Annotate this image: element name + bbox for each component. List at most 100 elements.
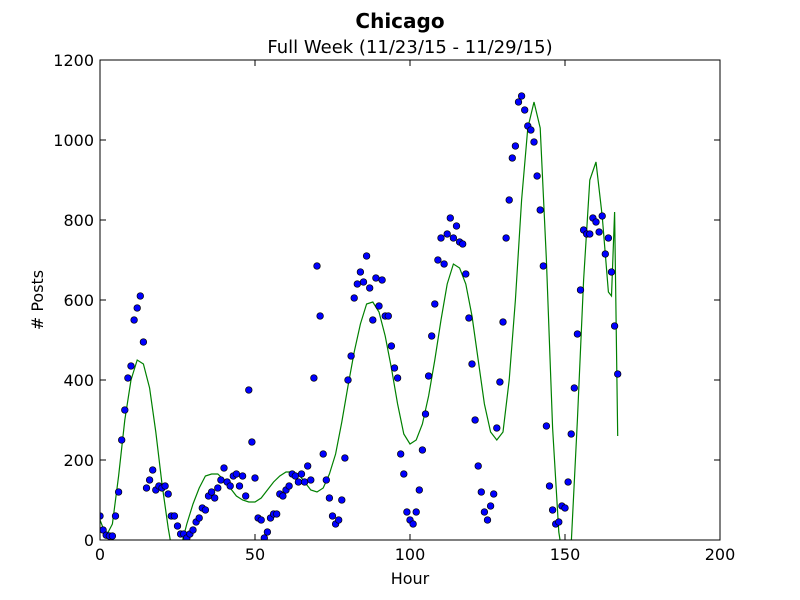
scatter-point bbox=[595, 228, 603, 236]
scatter-point bbox=[285, 482, 293, 490]
scatter-point bbox=[421, 410, 430, 418]
scatter-point bbox=[260, 534, 268, 540]
scatter-point bbox=[393, 374, 402, 382]
scatter-point bbox=[350, 294, 358, 302]
scatter-point bbox=[521, 106, 529, 114]
scatter-point bbox=[226, 482, 234, 490]
scatter-point bbox=[474, 462, 482, 470]
scatter-point bbox=[471, 416, 479, 424]
scatter-point bbox=[530, 138, 538, 146]
y-tick-label: 1200 bbox=[53, 51, 94, 70]
scatter-point bbox=[493, 424, 501, 432]
scatter-point bbox=[477, 488, 485, 496]
scatter-point bbox=[207, 488, 216, 496]
y-tick-label: 200 bbox=[63, 451, 94, 470]
scatter-point bbox=[322, 476, 330, 484]
scatter-point bbox=[304, 462, 312, 470]
scatter-point bbox=[508, 154, 516, 162]
x-tick-label: 50 bbox=[245, 545, 265, 564]
scatter-point bbox=[328, 512, 337, 520]
y-axis-label: # Posts bbox=[28, 270, 47, 330]
x-tick-label: 150 bbox=[550, 545, 581, 564]
scatter-point bbox=[338, 496, 346, 504]
scatter-point bbox=[316, 312, 324, 320]
scatter-point bbox=[452, 222, 461, 230]
scatter-point bbox=[449, 234, 458, 242]
scatter-point bbox=[499, 318, 507, 326]
chart-title: Chicago bbox=[355, 9, 444, 33]
scatter-point bbox=[424, 372, 433, 380]
scatter-point bbox=[161, 482, 169, 490]
scatter-point bbox=[133, 304, 141, 312]
plot-area bbox=[100, 92, 622, 540]
scatter-point bbox=[372, 274, 380, 282]
scatter-point bbox=[418, 446, 427, 454]
scatter-point bbox=[353, 280, 361, 288]
scatter-point bbox=[235, 482, 244, 490]
scatter-point bbox=[211, 494, 219, 502]
x-tick-label: 100 bbox=[395, 545, 426, 564]
scatter-point bbox=[598, 212, 606, 220]
scatter-point bbox=[164, 490, 172, 498]
scatter-point bbox=[403, 508, 411, 516]
scatter-point bbox=[347, 352, 355, 360]
y-tick-label: 0 bbox=[84, 531, 94, 550]
scatter-point bbox=[533, 172, 541, 180]
scatter-point bbox=[428, 332, 436, 340]
scatter-point bbox=[217, 476, 225, 484]
scatter-point bbox=[592, 218, 600, 226]
scatter-point bbox=[142, 484, 151, 492]
scatter-point bbox=[576, 286, 585, 294]
scatter-point bbox=[468, 360, 476, 368]
scatter-point bbox=[130, 316, 138, 324]
scatter-point bbox=[378, 276, 386, 284]
scatter-point bbox=[511, 142, 520, 150]
scatter-point bbox=[359, 278, 368, 286]
scatter-point bbox=[139, 338, 148, 346]
scatter-point bbox=[291, 472, 299, 480]
fit-line bbox=[100, 101, 619, 540]
scatter-point bbox=[542, 422, 551, 430]
scatter-point bbox=[375, 302, 383, 310]
scatter-point bbox=[121, 406, 129, 414]
scatter-points bbox=[100, 92, 622, 540]
scatter-point bbox=[245, 386, 253, 394]
scatter-point bbox=[300, 478, 309, 486]
scatter-point bbox=[384, 312, 392, 320]
scatter-point bbox=[248, 438, 256, 446]
scatter-point bbox=[536, 206, 544, 214]
scatter-point bbox=[263, 528, 272, 536]
scatter-point bbox=[242, 492, 250, 500]
scatter-point bbox=[397, 450, 405, 458]
scatter-point bbox=[586, 230, 594, 238]
scatter-point bbox=[502, 234, 510, 242]
scatter-point bbox=[604, 234, 613, 242]
scatter-point bbox=[545, 482, 554, 490]
scatter-point bbox=[548, 506, 557, 514]
y-axis: 0 200 400 600 800 1000 1200 bbox=[53, 51, 720, 550]
scatter-point bbox=[496, 378, 504, 386]
scatter-point bbox=[434, 256, 442, 264]
scatter-point bbox=[465, 314, 473, 322]
scatter-point bbox=[127, 362, 135, 370]
scatter-point bbox=[279, 492, 287, 500]
x-axis-label: Hour bbox=[391, 569, 430, 588]
scatter-point bbox=[440, 260, 448, 268]
scatter-point bbox=[539, 262, 547, 270]
scatter-point bbox=[310, 374, 318, 382]
scatter-point bbox=[412, 508, 420, 516]
scatter-point bbox=[189, 526, 197, 534]
scatter-point bbox=[437, 234, 445, 242]
scatter-point bbox=[387, 342, 396, 350]
x-tick-label: 200 bbox=[705, 545, 736, 564]
scatter-point bbox=[431, 300, 439, 308]
scatter-point bbox=[570, 384, 578, 392]
y-tick-label: 600 bbox=[63, 291, 94, 310]
scatter-point bbox=[614, 370, 622, 378]
scatter-point bbox=[459, 240, 467, 248]
scatter-point bbox=[335, 516, 343, 524]
scatter-point bbox=[415, 486, 423, 494]
scatter-point bbox=[517, 92, 526, 100]
scatter-point bbox=[145, 476, 154, 484]
scatter-point bbox=[238, 472, 247, 480]
